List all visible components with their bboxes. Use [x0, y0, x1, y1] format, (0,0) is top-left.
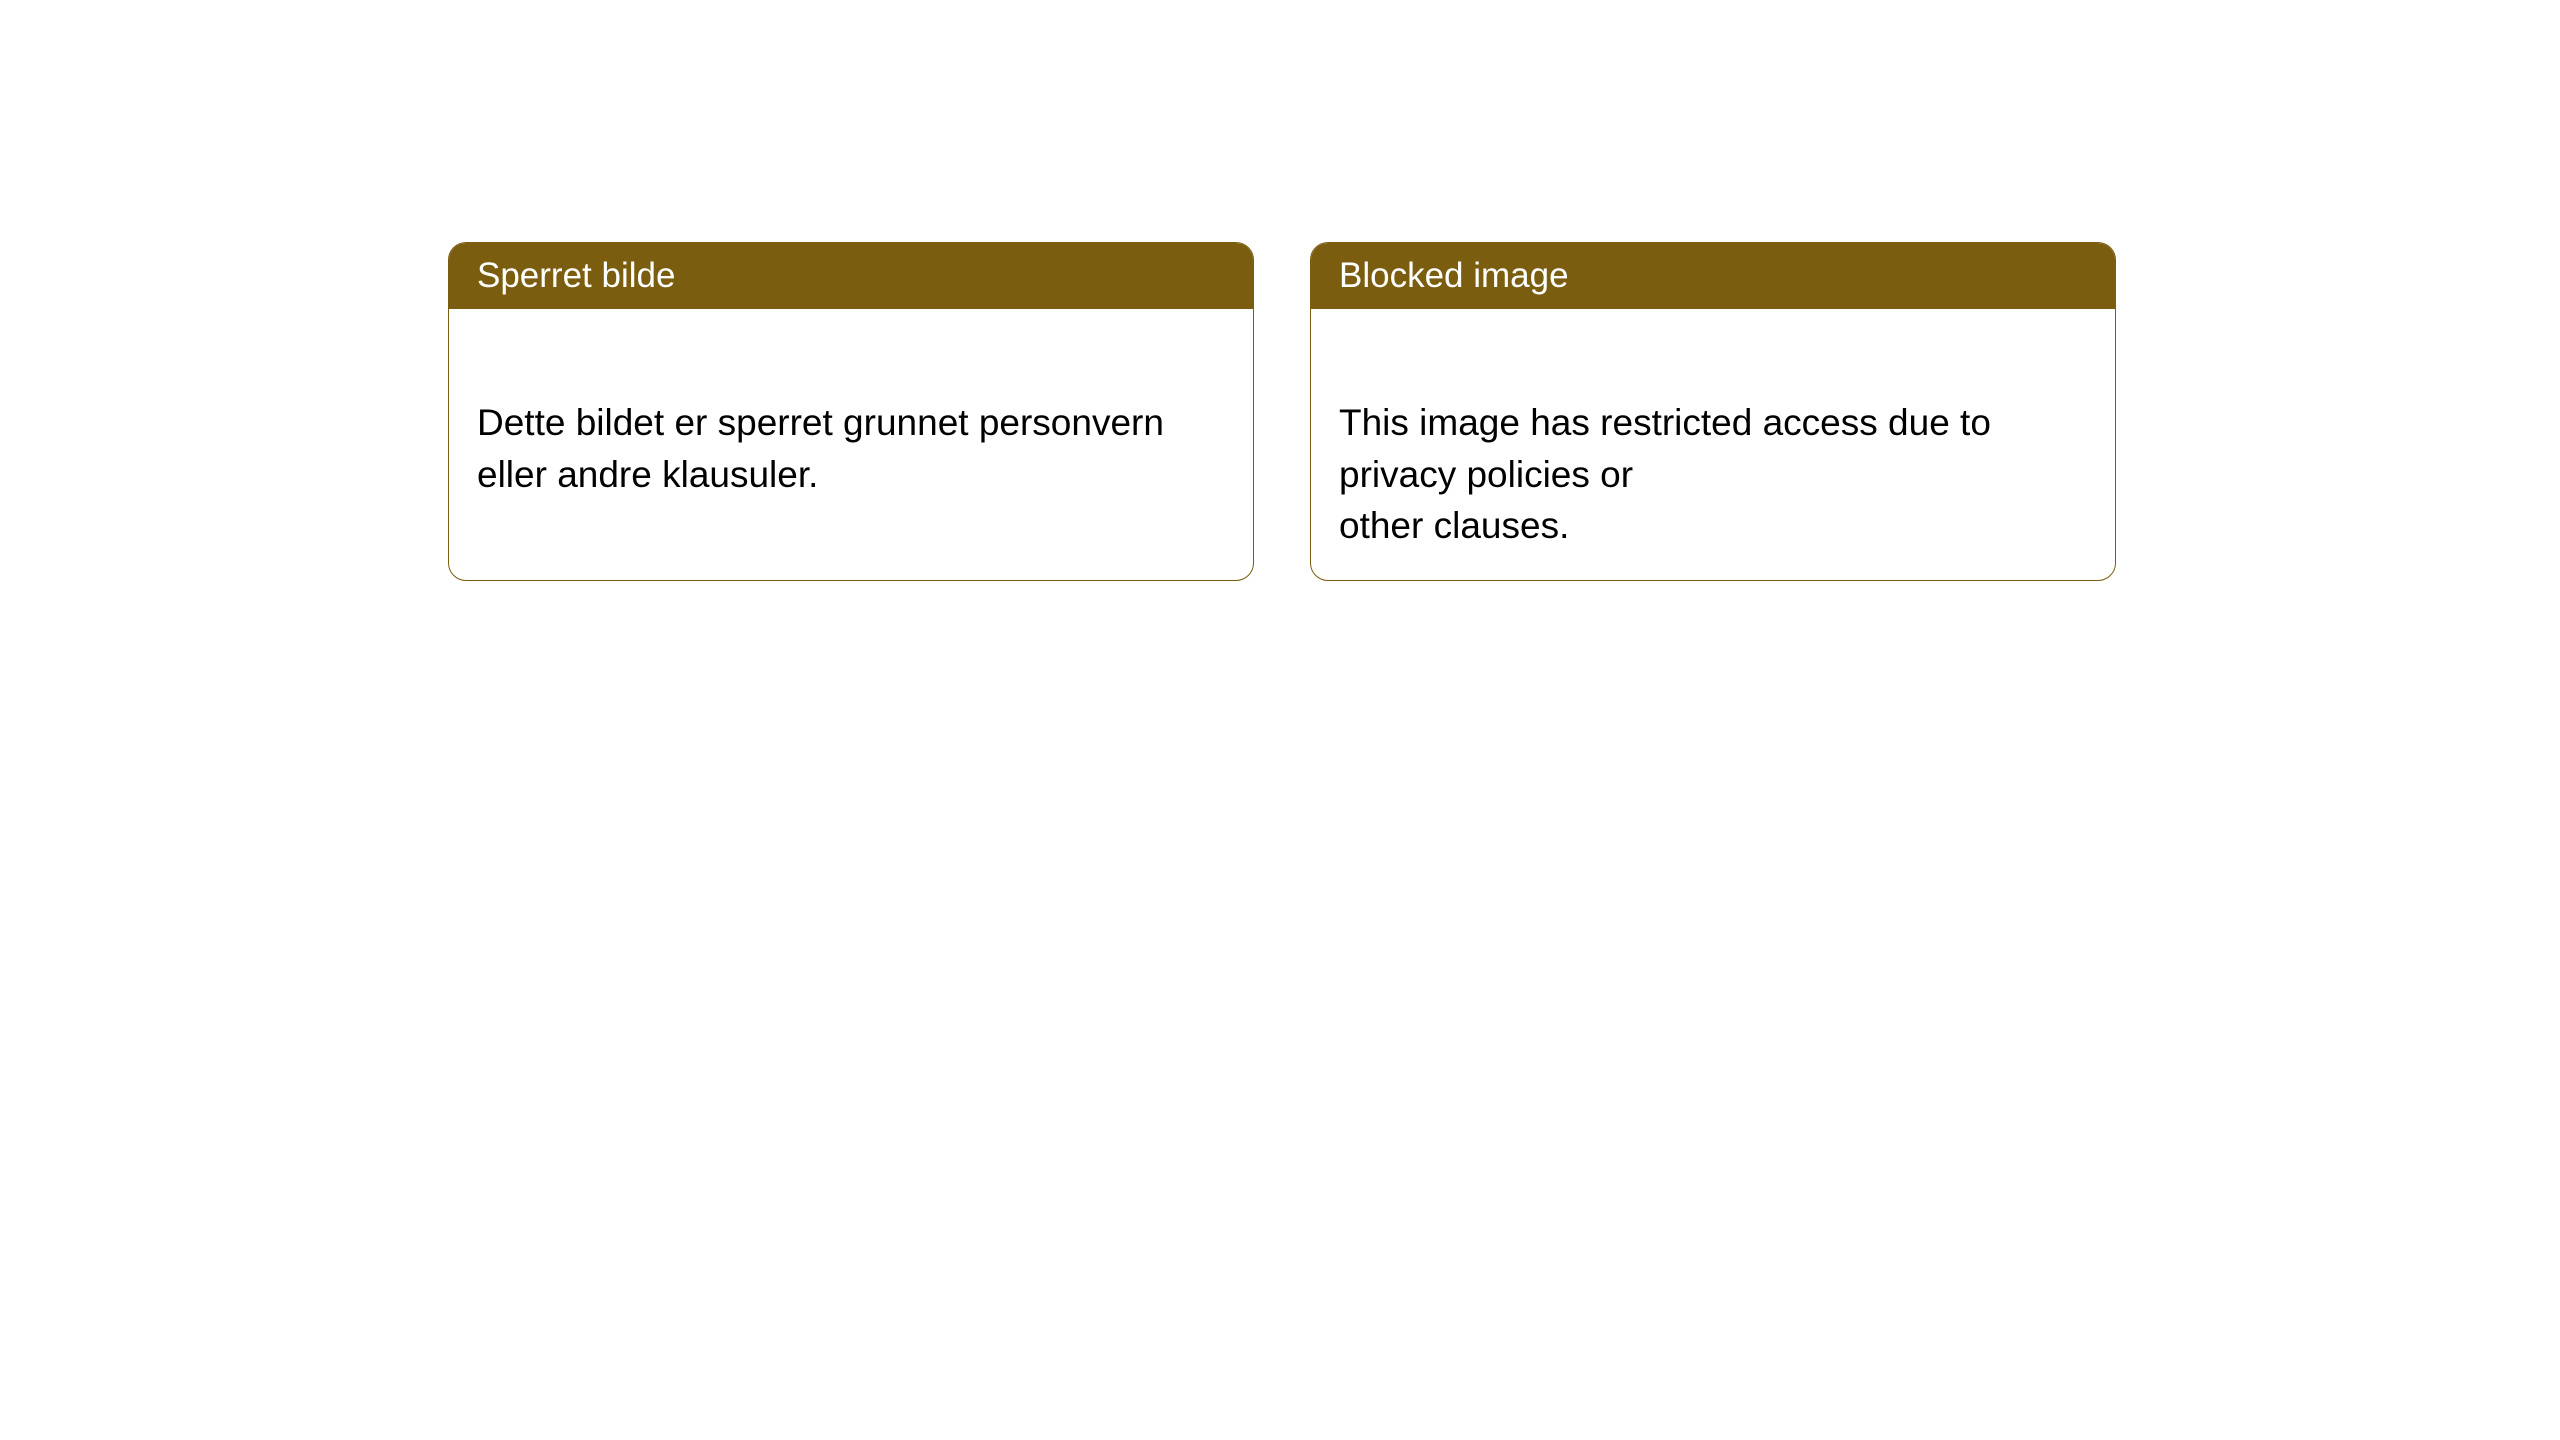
- notice-header: Blocked image: [1311, 243, 2115, 309]
- notice-title: Blocked image: [1339, 256, 1569, 295]
- notice-container: Sperret bilde Dette bildet er sperret gr…: [0, 0, 2560, 581]
- notice-card-english: Blocked image This image has restricted …: [1310, 242, 2116, 581]
- notice-body-text: This image has restricted access due to …: [1339, 402, 1991, 547]
- notice-header: Sperret bilde: [449, 243, 1253, 309]
- notice-title: Sperret bilde: [477, 256, 675, 295]
- notice-body: Dette bildet er sperret grunnet personve…: [449, 309, 1253, 577]
- notice-card-norwegian: Sperret bilde Dette bildet er sperret gr…: [448, 242, 1254, 581]
- notice-body-text: Dette bildet er sperret grunnet personve…: [477, 402, 1164, 495]
- notice-body: This image has restricted access due to …: [1311, 309, 2115, 580]
